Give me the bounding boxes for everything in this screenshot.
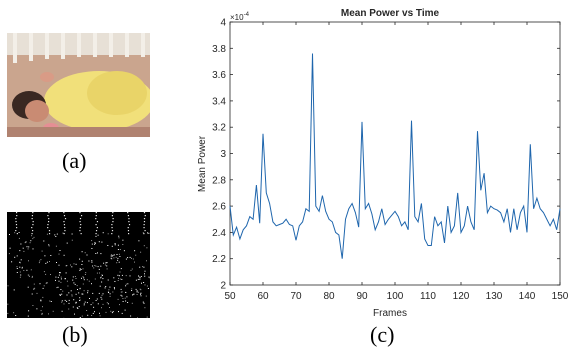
x-tick-label: 100: [387, 291, 404, 302]
y-tick-label: 4: [220, 18, 226, 29]
x-axis: 50 60 70 80 90 100 110 120 130 140 150: [224, 22, 569, 302]
edge-map: [7, 212, 150, 318]
y-tick-label: 2.2: [212, 254, 226, 265]
y-tick-label: 3.6: [212, 70, 226, 81]
plot-area: [229, 21, 561, 286]
x-tick-label: 80: [323, 291, 335, 302]
series-line: [229, 53, 561, 259]
x-tick-label: 120: [453, 291, 470, 302]
x-axis-label: Frames: [373, 308, 407, 319]
x-tick-label: 150: [552, 291, 569, 302]
y-tick-label: 3.8: [212, 44, 226, 55]
y-axis-multiplier: ×10-4: [230, 12, 250, 22]
x-tick-label: 70: [290, 291, 302, 302]
infant-photo-drawing: [7, 33, 150, 137]
infant-photo: [7, 33, 150, 137]
y-tick-label: 2.6: [212, 202, 226, 213]
caption-a: (a): [62, 148, 87, 173]
x-tick-label: 50: [224, 291, 236, 302]
edge-map-drawing: [7, 212, 150, 318]
caption-c: (c): [370, 322, 395, 347]
caption-b: (b): [62, 322, 88, 347]
edge-speckles: [7, 212, 150, 318]
y-tick-label: 3: [220, 149, 226, 160]
y-tick-label: 3.4: [212, 96, 226, 107]
y-tick-label: 2: [220, 281, 226, 292]
x-tick-label: 130: [486, 291, 503, 302]
y-tick-label: 3.2: [212, 123, 226, 134]
y-tick-label: 2.8: [212, 175, 226, 186]
y-axis-label: Mean Power: [197, 135, 208, 192]
crib-bars: [7, 33, 150, 63]
plot-border: [229, 21, 561, 286]
chart-title: Mean Power vs Time: [341, 8, 440, 19]
y-multiplier-base: ×10: [230, 13, 244, 22]
x-tick-label: 60: [257, 291, 269, 302]
x-tick-label: 110: [420, 291, 436, 302]
y-tick-label: 2.4: [212, 228, 226, 239]
y-axis: 2 2.2 2.4 2.6 2.8 3 3.2 3.4 3.6 3.8 4: [212, 18, 560, 292]
x-tick-label: 140: [519, 291, 536, 302]
y-multiplier-exponent: -4: [244, 12, 250, 18]
x-tick-label: 90: [356, 291, 368, 302]
